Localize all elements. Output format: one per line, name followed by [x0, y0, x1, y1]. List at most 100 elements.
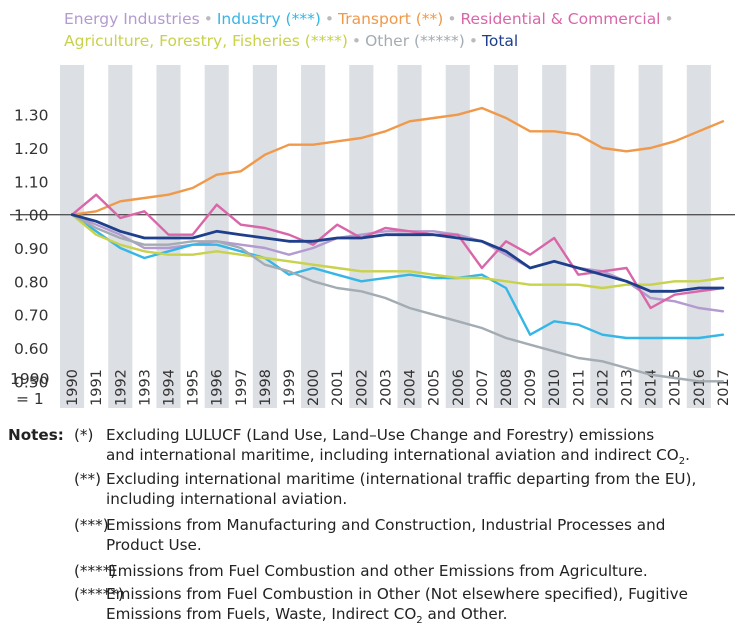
notes-heading: Notes:	[8, 426, 64, 444]
note-1-mark: (*)	[74, 426, 94, 444]
x-tick-label: 2010	[547, 369, 563, 406]
note-1-line2-text: and international maritime, including in…	[106, 446, 679, 464]
series-line	[70, 213, 725, 290]
note-1-line1: Excluding LULUCF (Land Use, Land–Use Cha…	[106, 426, 655, 444]
x-tick-label: 2004	[403, 369, 419, 406]
y-tick-label: 0.80	[14, 273, 49, 291]
grid-band	[204, 65, 229, 408]
note-2: (**) Excluding international maritime (i…	[74, 469, 724, 509]
note-2-mark: (**)	[74, 470, 102, 488]
note-1-line2-end: .	[685, 446, 690, 464]
note-4: (****) Emissions from Fuel Combustion an…	[74, 561, 724, 581]
note-2-line2: including international aviation.	[106, 490, 348, 508]
legend-item: Transport (**)	[338, 10, 444, 28]
x-tick-label: 2006	[451, 369, 467, 406]
x-tick-label: 2011	[571, 369, 587, 406]
x-tick-label: 1993	[137, 369, 153, 406]
x-tick-label: 2002	[354, 369, 370, 406]
series-line	[70, 193, 725, 310]
note-5-line2-text: Emissions from Fuels, Waste, Indirect CO	[106, 605, 417, 623]
grid-band	[493, 65, 519, 408]
note-3: (***) Emissions from Manufacturing and C…	[74, 515, 724, 555]
note-5-line2: Emissions from Fuels, Waste, Indirect CO…	[74, 604, 724, 627]
note-1: (*) Excluding LULUCF (Land Use, Land–Use…	[74, 425, 724, 468]
y-unit-label-line1: 1990	[10, 370, 49, 388]
series-line	[70, 213, 725, 383]
legend-item: Other (*****)	[365, 32, 465, 50]
note-3-mark: (***)	[74, 516, 109, 534]
y-tick-label: 0.60	[14, 340, 49, 358]
grid-bands	[60, 65, 711, 408]
note-5: (*****) Emissions from Fuel Combustion i…	[74, 584, 724, 627]
x-tick-label: 1991	[89, 369, 105, 406]
x-tick-label: 2012	[595, 369, 611, 406]
line-chart: 1.301.201.101.000.900.800.700.600.501990…	[10, 65, 735, 408]
y-tick-label: 1.30	[14, 107, 49, 125]
x-tick-label: 2007	[475, 369, 491, 406]
series-line	[70, 106, 725, 216]
y-tick-label: 0.90	[14, 240, 49, 258]
y-tick-label: 1.10	[14, 173, 49, 191]
grid-band	[60, 65, 85, 408]
series-line	[70, 213, 725, 340]
note-2-line1: Excluding international maritime (intern…	[106, 470, 697, 488]
grid-band	[542, 65, 567, 408]
x-tick-label: 2016	[692, 369, 708, 406]
x-tick-label: 2008	[499, 369, 515, 406]
note-5-mark: (*****)	[74, 585, 124, 603]
legend-item: Energy Industries	[64, 10, 200, 28]
grid-band	[156, 65, 181, 408]
grid-band	[638, 65, 663, 408]
legend-separator: •	[203, 10, 213, 28]
note-3-line2: Product Use.	[106, 536, 202, 554]
note-5-subscript: 2	[416, 615, 423, 627]
x-tick-label: 2001	[330, 369, 346, 406]
legend-item: Total	[482, 32, 519, 50]
series-line	[70, 213, 725, 313]
legend-separator: •	[447, 10, 457, 28]
x-tick-label: 2009	[523, 369, 539, 406]
grid-band	[686, 65, 711, 408]
legend-separator: •	[664, 10, 674, 28]
y-tick-labels: 1.30 1.20 1.10 1.00 0.90 0.80 0.70 0.60 0.501990…	[10, 107, 49, 408]
x-tick-label: 1999	[282, 369, 298, 406]
legend-item: Agriculture, Forestry, Fisheries (****)	[64, 32, 348, 50]
legend-item: Industry (***)	[216, 10, 321, 28]
legend-separator: •	[468, 32, 478, 50]
legend-item: Residential & Commercial	[460, 10, 661, 28]
note-5-line1: Emissions from Fuel Combustion in Other …	[106, 585, 688, 603]
legend-separator: •	[351, 32, 362, 50]
note-1-line2: and international maritime, including in…	[74, 445, 724, 468]
note-3-line1: Emissions from Manufacturing and Constru…	[106, 516, 666, 534]
x-tick-label: 1998	[258, 369, 274, 406]
grid-band	[397, 65, 422, 408]
x-tick-label: 2013	[620, 369, 636, 406]
x-tick-labels: 1990 1991 1992 1993 1994 1995 1996 1997 1998 1999…	[65, 369, 732, 406]
series-lines	[70, 106, 725, 383]
note-4-line1: Emissions from Fuel Combustion and other…	[108, 562, 648, 580]
y-unit-label-line2: = 1	[16, 390, 44, 408]
grid-band	[590, 65, 615, 408]
note-5-line2-end: and Other.	[422, 605, 508, 623]
chart-legend: Energy Industries • Industry (***) • Transpo…	[64, 8, 734, 52]
grid-band	[108, 65, 133, 408]
x-tick-label: 2015	[668, 369, 684, 406]
x-tick-label: 1996	[210, 369, 226, 406]
x-tick-label: 1997	[234, 369, 250, 406]
y-tick-label: 0.70	[14, 307, 49, 325]
y-tick-label: 1.20	[14, 140, 49, 158]
x-tick-label: 2000	[306, 369, 322, 406]
y-tick-label: 0.50	[14, 373, 49, 391]
x-tick-label: 2014	[644, 369, 660, 406]
x-tick-label: 1994	[161, 369, 177, 406]
x-tick-label: 1995	[186, 369, 202, 406]
x-tick-label: 1990	[65, 369, 81, 406]
x-tick-label: 1992	[113, 369, 129, 406]
x-tick-label: 2003	[378, 369, 394, 406]
x-tick-label: 2017	[716, 369, 732, 406]
x-tick-label: 2005	[427, 369, 443, 406]
y-tick-label: 1.00	[14, 207, 49, 225]
series-line	[70, 213, 725, 293]
note-1-subscript: 2	[678, 456, 686, 468]
legend-separator: •	[324, 10, 335, 28]
